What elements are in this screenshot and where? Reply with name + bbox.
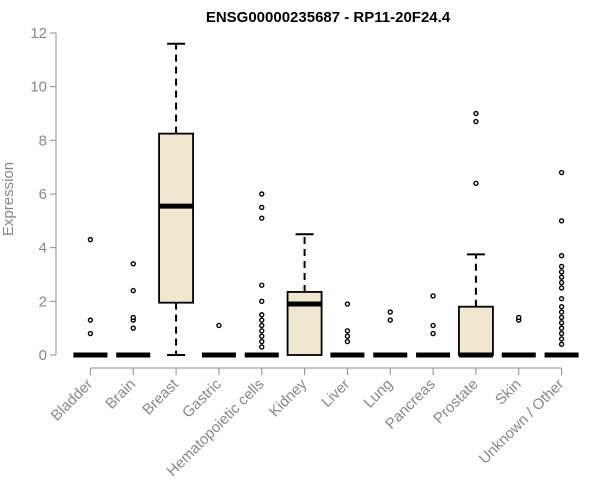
outlier-point bbox=[87, 236, 94, 243]
outlier-point bbox=[558, 295, 565, 302]
outlier-point bbox=[130, 261, 136, 267]
y-tick-label: 6 bbox=[39, 186, 47, 203]
outlier-point bbox=[558, 285, 565, 291]
outlier-point bbox=[558, 253, 565, 259]
box-iqr bbox=[158, 132, 194, 304]
chart-title: ENSG00000235687 - RP11-20F24.4 bbox=[206, 9, 451, 26]
outlier-point bbox=[259, 344, 265, 350]
outlier-point bbox=[558, 263, 565, 270]
box-1 bbox=[73, 236, 108, 358]
outlier-point bbox=[259, 215, 265, 221]
box-10 bbox=[458, 110, 494, 358]
outlier-point bbox=[430, 330, 436, 337]
outlier-point bbox=[558, 279, 565, 286]
x-tick-label: Lung bbox=[360, 376, 396, 412]
outlier-point bbox=[516, 314, 522, 321]
outlier-point bbox=[558, 314, 565, 321]
y-tick-label: 4 bbox=[39, 240, 47, 257]
x-tick-label: Skin bbox=[492, 376, 525, 409]
outlier-point bbox=[259, 298, 265, 305]
outlier-point bbox=[558, 320, 565, 326]
x-tick-label: Liver bbox=[318, 376, 353, 411]
outlier-point bbox=[473, 110, 479, 117]
outlier-point bbox=[130, 314, 136, 321]
outlier-point bbox=[259, 338, 265, 345]
outlier-point bbox=[558, 330, 565, 337]
y-axis-label: Expression bbox=[0, 162, 17, 236]
outlier-point bbox=[87, 330, 94, 337]
y-tick-label: 0 bbox=[39, 347, 47, 364]
box-5 bbox=[244, 191, 279, 358]
outlier-point bbox=[387, 309, 393, 315]
outlier-point bbox=[259, 191, 265, 197]
outlier-point bbox=[259, 282, 265, 288]
x-tick-label: Prostate bbox=[430, 376, 482, 428]
outlier-point bbox=[216, 322, 222, 329]
outlier-point bbox=[87, 317, 94, 323]
box-8 bbox=[373, 309, 408, 358]
outlier-point bbox=[130, 287, 136, 294]
outlier-point bbox=[558, 269, 565, 275]
outlier-point bbox=[344, 328, 351, 334]
outlier-point bbox=[430, 322, 436, 329]
box-4 bbox=[201, 322, 236, 358]
outlier-point bbox=[558, 309, 565, 315]
outlier-point bbox=[558, 341, 565, 347]
outlier-point bbox=[259, 204, 265, 211]
outlier-point bbox=[259, 322, 265, 329]
outlier-point bbox=[259, 328, 265, 334]
x-tick-label: Bladder bbox=[48, 376, 97, 425]
outlier-point bbox=[473, 118, 479, 125]
box-2 bbox=[116, 261, 151, 358]
y-tick-label: 12 bbox=[30, 25, 47, 42]
outlier-point bbox=[558, 336, 565, 342]
outlier-point bbox=[558, 169, 565, 176]
box-iqr bbox=[286, 291, 323, 356]
x-tick-label: Brain bbox=[102, 376, 139, 413]
box-iqr bbox=[458, 305, 494, 356]
outlier-point bbox=[473, 180, 479, 186]
outlier-point bbox=[259, 317, 265, 323]
outlier-point bbox=[558, 325, 565, 331]
box-12 bbox=[544, 169, 579, 358]
box-3 bbox=[158, 42, 194, 356]
outlier-point bbox=[344, 333, 351, 339]
outlier-point bbox=[344, 338, 351, 345]
y-tick-label: 8 bbox=[39, 132, 47, 149]
outlier-point bbox=[259, 312, 265, 318]
y-tick-label: 10 bbox=[30, 79, 47, 96]
outlier-point bbox=[344, 301, 351, 307]
box-11 bbox=[501, 314, 536, 358]
outlier-point bbox=[259, 333, 265, 339]
y-tick-label: 2 bbox=[39, 293, 47, 310]
box-9 bbox=[416, 293, 451, 358]
y-axis: 0 2 4 6 8 10 12 bbox=[30, 25, 57, 364]
box-7 bbox=[330, 301, 365, 358]
x-tick-label: Breast bbox=[139, 375, 182, 418]
x-tick-label: Kidney bbox=[266, 375, 311, 420]
box-6 bbox=[286, 233, 323, 356]
outlier-point bbox=[387, 317, 393, 323]
box-series bbox=[73, 42, 579, 358]
outlier-point bbox=[558, 218, 565, 224]
outlier-point bbox=[558, 274, 565, 280]
outlier-point bbox=[130, 325, 136, 331]
outlier-point bbox=[430, 293, 436, 299]
outlier-point bbox=[558, 304, 565, 310]
